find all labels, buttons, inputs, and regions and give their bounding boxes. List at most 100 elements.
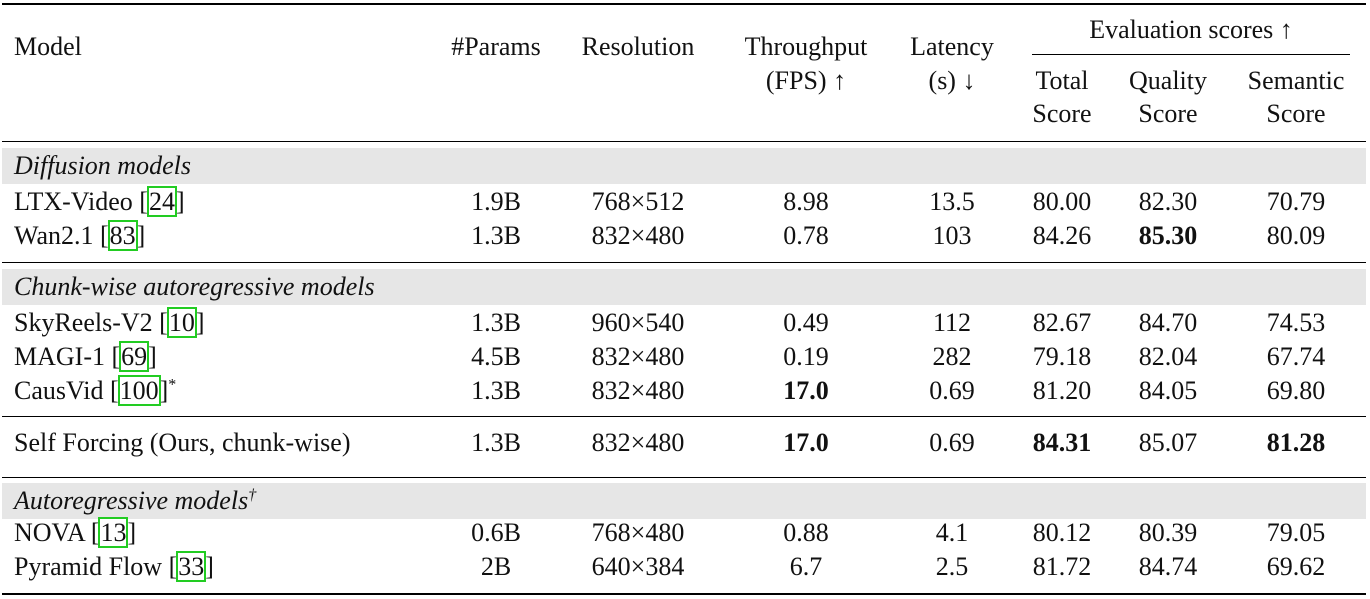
cell-params: 2B (480, 552, 512, 581)
cell-lat: 0.69 (929, 428, 975, 457)
header-throughput-unit: (FPS) ↑ (765, 66, 847, 95)
model-name-cell: Wan2.1 [83] (14, 220, 146, 251)
model-name: SkyReels-V2 [ (14, 308, 168, 337)
cell-res: 832×480 (591, 428, 685, 457)
cell-res: 832×480 (591, 342, 685, 371)
cell-quality: 85.30 (1138, 221, 1198, 250)
citation-link[interactable]: 10 (166, 307, 197, 338)
cell-semantic: 67.74 (1266, 342, 1326, 371)
cell-lat: 4.1 (935, 518, 969, 547)
cell-lat: 0.69 (929, 376, 975, 405)
header-semantic-score: Score (1266, 99, 1326, 128)
citation-link[interactable]: 83 (107, 220, 138, 251)
cell-fps: 0.19 (783, 342, 829, 371)
section-band-chunkwise (2, 269, 1366, 305)
header-quality-score: Score (1138, 99, 1198, 128)
cell-semantic: 70.79 (1266, 187, 1326, 216)
cell-semantic: 81.28 (1266, 428, 1326, 457)
header-latency: Latency (910, 32, 994, 61)
cell-params: 1.3B (471, 308, 521, 337)
cell-semantic: 79.05 (1266, 518, 1326, 547)
cell-fps: 0.78 (783, 221, 829, 250)
citation-bracket: ] (175, 187, 185, 216)
citation-link[interactable]: 13 (98, 517, 129, 548)
cell-fps: 6.7 (789, 552, 823, 581)
citation-link[interactable]: 24 (146, 186, 177, 217)
cell-params: 1.3B (471, 221, 521, 250)
cell-res: 640×384 (591, 552, 685, 581)
cell-total: 81.72 (1032, 552, 1092, 581)
cell-semantic: 69.80 (1266, 376, 1326, 405)
bottom-rule (2, 593, 1366, 595)
cell-quality: 84.05 (1138, 376, 1198, 405)
cell-total: 81.20 (1032, 376, 1092, 405)
model-name: Self Forcing (Ours, chunk-wise) (14, 428, 351, 457)
cell-res: 768×512 (591, 187, 685, 216)
citation-bracket: ] (148, 342, 157, 371)
cell-lat: 112 (932, 308, 972, 337)
cell-semantic: 69.62 (1266, 552, 1326, 581)
cell-lat: 2.5 (935, 552, 969, 581)
cell-res: 768×480 (591, 518, 685, 547)
cell-quality: 82.30 (1138, 187, 1198, 216)
model-name: Wan2.1 [ (14, 221, 109, 250)
model-name-cell: CausVid [100]* (14, 375, 176, 406)
model-name: NOVA [ (14, 518, 100, 547)
cell-total: 80.12 (1032, 518, 1092, 547)
cell-total: 84.31 (1032, 428, 1092, 457)
cell-total: 80.00 (1032, 187, 1092, 216)
cell-res: 832×480 (591, 376, 685, 405)
section-rule-2 (2, 416, 1366, 417)
dagger-mark: † (248, 486, 257, 504)
cell-fps: 17.0 (783, 428, 829, 457)
section-title-diffusion: Diffusion models (14, 151, 191, 180)
header-model: Model (14, 32, 82, 61)
section-rule-1 (2, 262, 1366, 263)
section-title-chunkwise: Chunk-wise autoregressive models (14, 272, 375, 301)
cell-lat: 103 (932, 221, 972, 250)
cell-total: 84.26 (1032, 221, 1092, 250)
citation-bracket: ] (159, 376, 169, 405)
cell-total: 82.67 (1032, 308, 1092, 337)
cell-quality: 80.39 (1138, 518, 1198, 547)
section-title-autoregressive: Autoregressive models† (14, 486, 257, 515)
cell-quality: 85.07 (1138, 428, 1198, 457)
header-total-score: Score (1032, 99, 1092, 128)
model-name-cell: NOVA [13] (14, 517, 137, 548)
model-name: MAGI-1 [ (14, 342, 121, 371)
cell-params: 1.3B (471, 376, 521, 405)
header-semantic: Semantic (1247, 66, 1345, 95)
citation-link[interactable]: 69 (119, 341, 150, 372)
cell-fps: 8.98 (783, 187, 829, 216)
cell-quality: 82.04 (1138, 342, 1198, 371)
cell-lat: 13.5 (929, 187, 975, 216)
eval-group-rule (1032, 54, 1350, 55)
citation-bracket: ] (195, 308, 205, 337)
cell-semantic: 80.09 (1266, 221, 1326, 250)
cell-total: 79.18 (1032, 342, 1092, 371)
header-resolution: Resolution (581, 32, 695, 61)
cell-quality: 84.70 (1138, 308, 1198, 337)
header-eval-group: Evaluation scores ↑ (1089, 15, 1293, 44)
citation-bracket: ] (127, 518, 137, 547)
citation-bracket: ] (205, 552, 214, 581)
header-params: #Params (451, 32, 541, 61)
cell-params: 4.5B (471, 342, 521, 371)
model-name: LTX-Video [ (14, 187, 148, 216)
model-name: CausVid [ (14, 376, 119, 405)
header-rule (2, 141, 1366, 142)
section-band-diffusion (2, 148, 1366, 184)
cell-res: 832×480 (591, 221, 685, 250)
header-total: Total (1035, 66, 1089, 95)
cell-fps: 0.88 (783, 518, 829, 547)
citation-link[interactable]: 33 (176, 551, 207, 582)
cell-lat: 282 (932, 342, 972, 371)
citation-bracket: ] (136, 221, 146, 250)
top-rule (2, 3, 1366, 5)
cell-fps: 0.49 (783, 308, 829, 337)
cell-params: 1.3B (471, 428, 521, 457)
model-name-cell: LTX-Video [24] (14, 186, 185, 217)
model-name-cell: MAGI-1 [69] (14, 341, 157, 372)
citation-link[interactable]: 100 (117, 375, 161, 406)
header-quality: Quality (1129, 66, 1207, 95)
